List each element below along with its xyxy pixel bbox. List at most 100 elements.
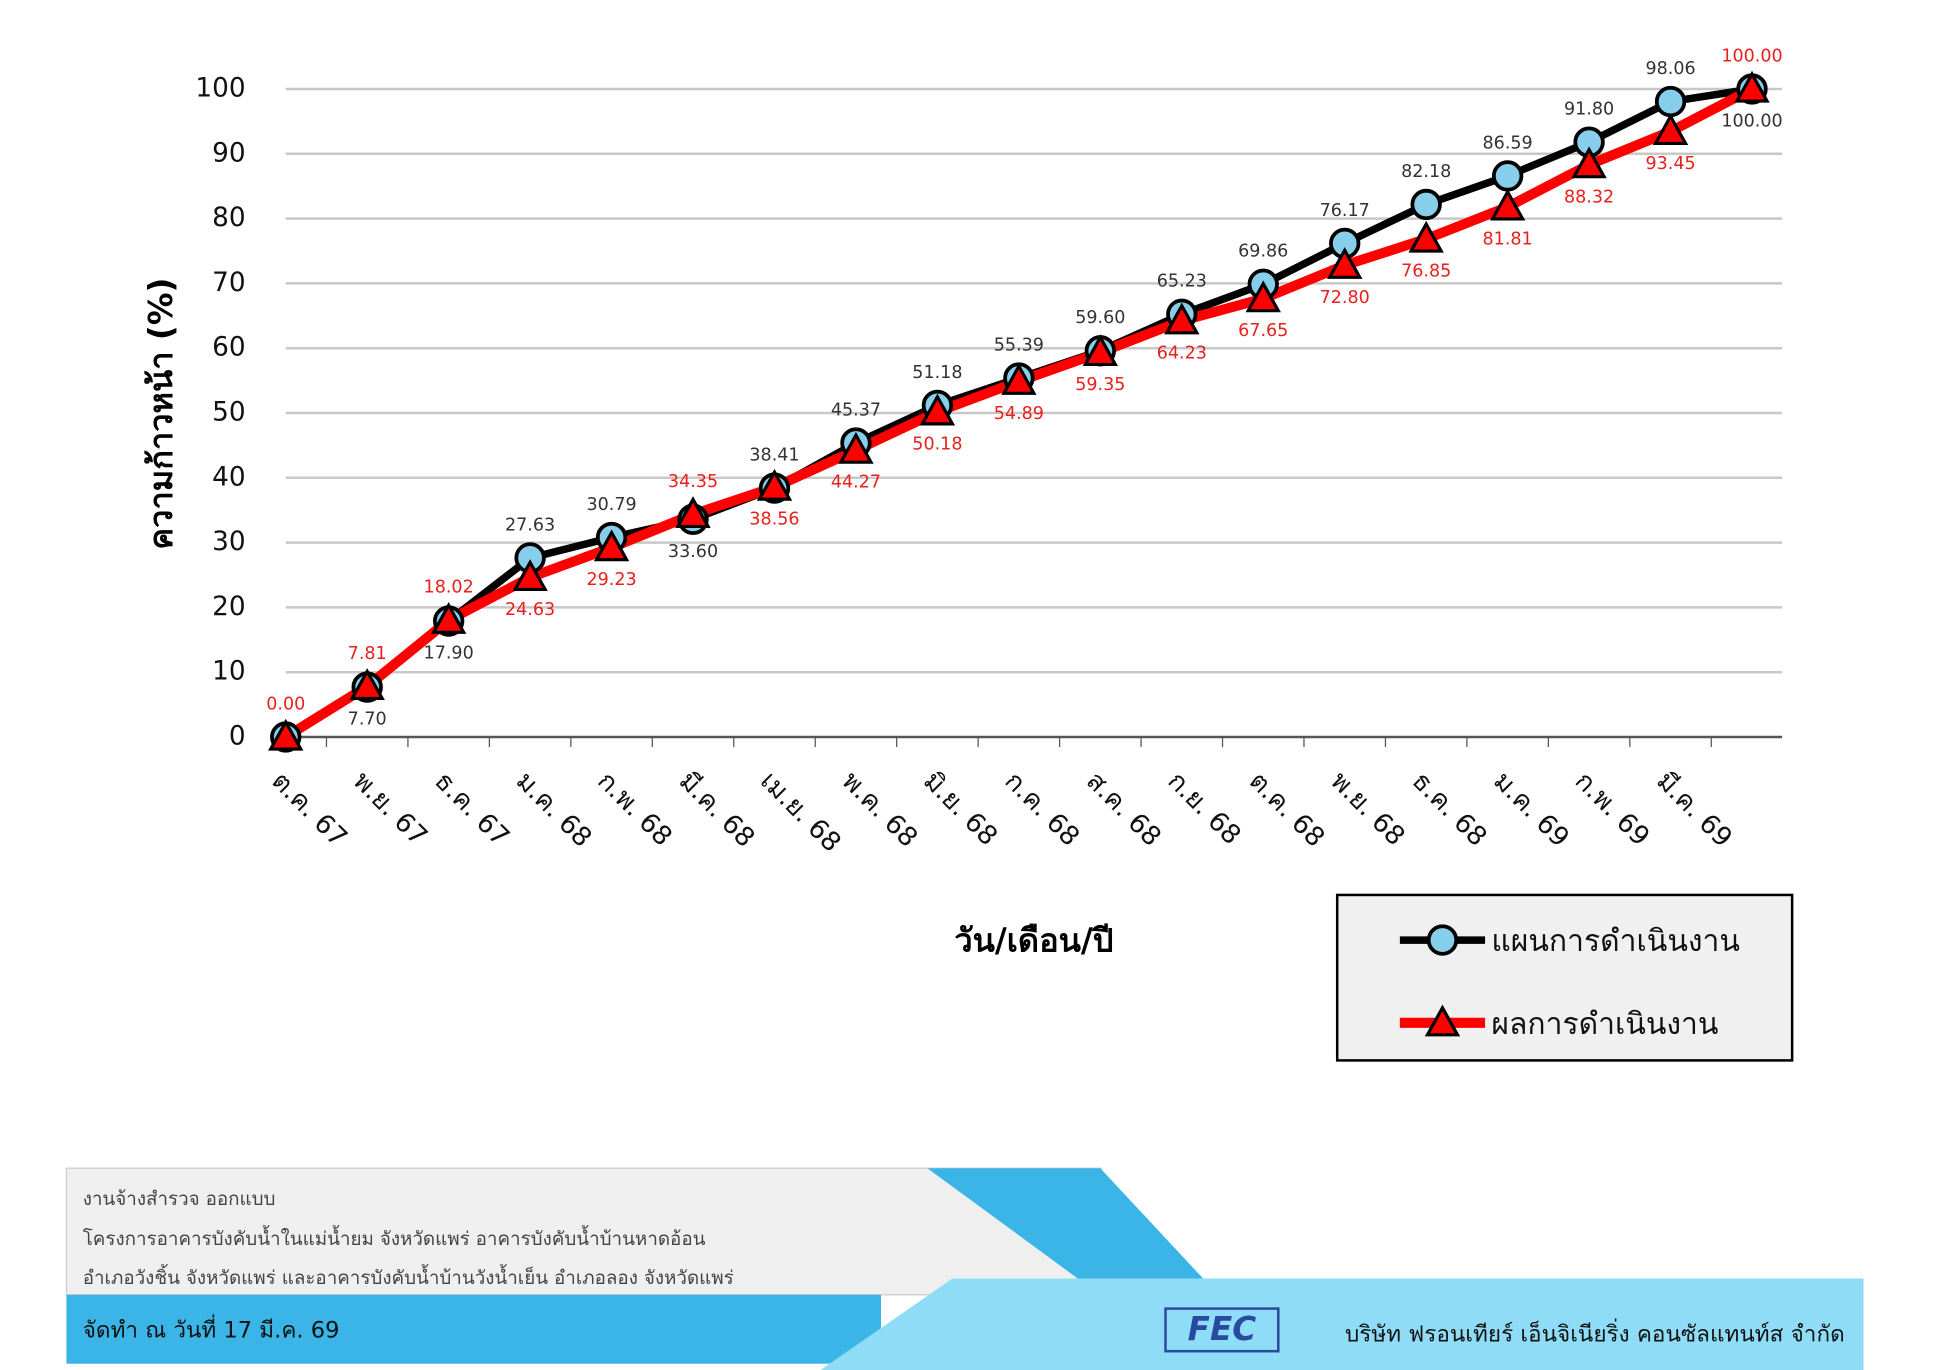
- marker: [1734, 70, 1770, 103]
- value-label: 59.60: [1075, 308, 1125, 328]
- y-tick-label: 90: [212, 138, 245, 168]
- marker: [1327, 246, 1363, 279]
- value-label: 27.63: [505, 515, 555, 535]
- value-label: 17.90: [424, 644, 474, 664]
- value-label: 30.79: [586, 495, 636, 515]
- value-label: 34.35: [668, 472, 718, 492]
- marker: [593, 529, 630, 562]
- value-label: 67.65: [1238, 321, 1288, 341]
- y-tick-label: 80: [212, 203, 245, 233]
- logo-frame: [1164, 1307, 1280, 1353]
- value-label: 38.41: [749, 446, 799, 466]
- y-tick-label: 70: [212, 268, 245, 298]
- marker: [1001, 363, 1037, 395]
- marker: [919, 393, 956, 426]
- value-label: 88.32: [1564, 187, 1614, 207]
- marker: [838, 431, 874, 464]
- x-tick-label: ธ.ค. 68: [1406, 766, 1492, 852]
- x-tick-label: พ.ย. 68: [1324, 766, 1410, 852]
- marker: [349, 668, 385, 701]
- legend-marker: [1426, 924, 1459, 956]
- x-tick-label: มิ.ย. 68: [917, 766, 1003, 852]
- value-label: 81.81: [1483, 229, 1533, 249]
- value-label: 50.18: [912, 434, 962, 454]
- value-label: 59.35: [1075, 375, 1125, 395]
- marker: [268, 718, 304, 751]
- legend: [1335, 893, 1794, 1062]
- marker: [1410, 188, 1442, 221]
- footer-line: อำเภอวังชิ้น จังหวัดแพร่ และอาคารบังคับน…: [83, 1264, 734, 1289]
- y-tick-label: 100: [195, 73, 245, 103]
- x-tick-label: ก.ย. 68: [1162, 766, 1247, 851]
- marker: [1408, 220, 1444, 253]
- y-tick-label: 60: [212, 333, 245, 363]
- legend-label: แผนการดำเนินงาน: [1491, 924, 1740, 959]
- x-tick-label: ส.ค. 68: [1080, 766, 1166, 852]
- x-tick-label: ก.พ. 69: [1569, 766, 1655, 852]
- x-tick-label: เม.ย. 68: [754, 766, 846, 858]
- marker: [675, 496, 711, 529]
- value-label: 91.80: [1564, 100, 1614, 120]
- value-label: 54.89: [994, 404, 1044, 424]
- y-tick-label: 40: [212, 462, 245, 492]
- y-tick-label: 30: [212, 527, 245, 557]
- y-axis-label: ความก้าวหน้า (%): [142, 278, 180, 550]
- value-label: 76.17: [1320, 201, 1370, 221]
- footer-line: โครงการอาคารบังคับน้ำในแม่น้ำยม จังหวัดแ…: [83, 1225, 706, 1250]
- marker: [1082, 334, 1119, 367]
- value-label: 86.59: [1483, 133, 1533, 153]
- marker: [1164, 302, 1200, 335]
- value-label: 69.86: [1238, 242, 1288, 262]
- value-label: 7.81: [348, 644, 387, 664]
- value-label: 100.00: [1721, 46, 1782, 66]
- marker: [1571, 146, 1607, 179]
- company-bar: [820, 1278, 1864, 1370]
- x-tick-label: ก.ค. 68: [999, 766, 1085, 852]
- x-tick-label: พ.ค. 68: [836, 766, 923, 853]
- footer-shape: [927, 1168, 1204, 1279]
- value-label: 7.70: [348, 710, 387, 730]
- legend-marker: [1424, 1004, 1461, 1037]
- value-label: 38.56: [749, 510, 799, 530]
- marker: [756, 468, 793, 501]
- x-tick-label: ต.ค. 67: [265, 766, 352, 853]
- y-tick-label: 0: [229, 722, 246, 752]
- y-tick-label: 50: [212, 398, 245, 428]
- marker: [430, 601, 467, 634]
- date: จัดทำ ณ วันที่ 17 มี.ค. 69: [83, 1314, 340, 1344]
- x-tick-label: ก.พ. 68: [591, 766, 677, 852]
- company: บริษัท ฟรอนเทียร์ เอ็นจิเนียริ่ง คอนซัลแ…: [1345, 1317, 1845, 1347]
- value-label: 93.45: [1645, 154, 1695, 174]
- footer-line: งานจ้างสำรวจ ออกแบบ: [83, 1189, 276, 1210]
- marker: [1491, 160, 1524, 192]
- value-label: 29.23: [586, 570, 636, 590]
- x-tick-label: ต.ค. 68: [1243, 766, 1330, 853]
- value-label: 76.85: [1401, 262, 1451, 282]
- value-label: 64.23: [1157, 343, 1207, 363]
- footer: งานจ้างสำรวจ ออกแบบ โครงการอาคารบังคับน้…: [65, 1167, 1864, 1370]
- x-tick-label: มี.ค. 69: [1650, 766, 1737, 853]
- value-label: 82.18: [1401, 162, 1451, 182]
- value-label: 72.80: [1320, 288, 1370, 308]
- value-label: 0.00: [266, 694, 305, 714]
- date-bar: [66, 1294, 882, 1364]
- y-tick-label: 20: [212, 592, 245, 622]
- x-tick-label: มี.ค. 68: [673, 766, 760, 853]
- x-tick-label: ม.ค. 68: [510, 766, 597, 853]
- value-label: 55.39: [994, 335, 1044, 355]
- value-label: 33.60: [668, 542, 718, 562]
- y-tick-label: 10: [212, 657, 245, 687]
- x-tick-label: พ.ย. 67: [347, 766, 433, 852]
- legend-label: ผลการดำเนินงาน: [1491, 1007, 1718, 1042]
- x-tick-label: ธ.ค. 67: [428, 766, 514, 852]
- value-label: 24.63: [505, 600, 555, 620]
- marker: [1489, 188, 1526, 221]
- marker: [1652, 113, 1689, 146]
- x-tick-label: ม.ค. 69: [1487, 766, 1574, 853]
- x-axis-label: วัน/เดือน/ปี: [954, 922, 1113, 960]
- footer-box: [65, 1167, 1103, 1296]
- value-label: 45.37: [831, 400, 881, 420]
- value-label: 18.02: [424, 578, 474, 598]
- value-label: 51.18: [912, 363, 962, 383]
